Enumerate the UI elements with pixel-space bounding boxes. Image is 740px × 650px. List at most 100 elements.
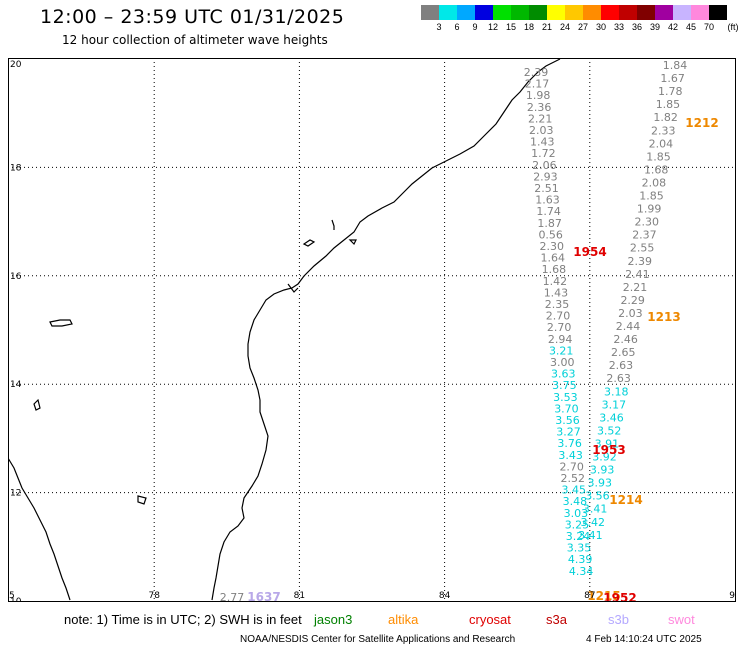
wave-height-value: 3.35	[567, 542, 592, 555]
wave-height-value: 3.75	[552, 379, 577, 392]
legend-label: 21	[541, 22, 552, 32]
wave-height-value: 1.64	[541, 252, 566, 265]
wave-height-value: 3.00	[550, 356, 575, 369]
wave-height-value: 2.94	[548, 333, 573, 346]
wave-height-value: 2.41	[625, 268, 650, 281]
lon-tick-label: 81	[294, 591, 305, 601]
wave-height-value: 2.39	[628, 255, 653, 268]
legend-swatch	[493, 5, 511, 20]
legend-label: 6	[454, 22, 460, 32]
wave-height-value: 1.43	[530, 136, 555, 149]
timestamp: 4 Feb 14:10:24 UTC 2025	[586, 634, 702, 645]
wave-height-value: 1.87	[537, 217, 562, 230]
island-c	[49, 319, 73, 327]
legend-swatch	[655, 5, 673, 20]
lon-tick-label: 78	[148, 591, 160, 601]
wave-height-value: 3.41	[578, 529, 603, 542]
wave-height-value: 3.17	[602, 398, 627, 411]
wave-height-value: 3.45	[562, 484, 587, 497]
legend-label: 3	[436, 22, 442, 32]
wave-height-value: 1.43	[544, 286, 569, 299]
legend-swatch	[619, 5, 637, 20]
legend-label: 24	[559, 22, 570, 32]
wave-height-value: 1.63	[535, 194, 560, 207]
wave-height-value: 2.03	[529, 124, 554, 137]
wave-height-value: 2.21	[528, 112, 553, 125]
legend-swatch	[673, 5, 691, 20]
wave-height-value: 2.30	[540, 240, 565, 253]
island-e	[137, 495, 147, 505]
wave-height-value: 1.42	[543, 275, 568, 288]
wave-height-value: 3.76	[557, 437, 582, 450]
wave-height-value: 2.44	[616, 320, 641, 333]
page-subtitle: 12 hour collection of altimeter wave hei…	[62, 33, 328, 47]
wave-height-value: 4.34	[569, 565, 594, 578]
legend-swatch	[529, 5, 547, 20]
legend-swatch	[457, 5, 475, 20]
island-b	[348, 239, 357, 246]
legend-label: 18	[523, 22, 534, 32]
wave-height-value: 3.93	[588, 477, 613, 490]
wave-height-value: 2.04	[649, 137, 674, 150]
satellite-s3b: s3b	[608, 612, 629, 627]
wave-height-value: 2.63	[609, 359, 634, 372]
legend-label: 45	[685, 22, 696, 32]
wave-height-value: 1.68	[644, 163, 669, 176]
legend-label: 39	[649, 22, 660, 32]
wave-height-value: 3.48	[563, 495, 588, 508]
lat-tick-label: 16	[10, 272, 22, 282]
pass-time-label: 1213	[647, 310, 680, 324]
credit-text: NOAA/NESDIS Center for Satellite Applica…	[240, 634, 516, 645]
wave-height-value: 1.85	[646, 150, 671, 163]
wave-height-labels: 2.392.171.982.362.212.031.431.722.062.93…	[220, 59, 719, 605]
wave-height-value: 3.25	[565, 518, 590, 531]
footer-note: note: 1) Time is in UTC; 2) SWH is in fe…	[0, 612, 740, 630]
wave-height-value: 3.91	[595, 437, 620, 450]
island-f	[287, 283, 299, 293]
wave-height-value: 1.67	[660, 72, 685, 85]
note-text: note: 1) Time is in UTC; 2) SWH is in fe…	[64, 612, 302, 627]
wave-height-value: 3.18	[604, 385, 629, 398]
lon-tick-label: 75	[8, 591, 15, 601]
wave-height-value: 2.93	[533, 170, 558, 183]
wave-height-value: 1.74	[536, 205, 561, 218]
wave-height-value: 3.53	[553, 391, 578, 404]
wave-height-value: 1.68	[542, 263, 567, 276]
wave-height-value: 2.17	[525, 78, 550, 91]
satellite-cryosat: cryosat	[469, 612, 511, 627]
legend-label: 33	[613, 22, 624, 32]
pass-time-label: 1214	[609, 493, 642, 507]
wave-height-value: 2.55	[630, 242, 655, 255]
wave-height-value: 3.03	[564, 507, 589, 520]
lat-tick-label: 12	[10, 489, 21, 499]
map-panel[interactable]: 2.39 2.17 1.98 2.36 2.21 2.03 1.43 1.72 2.06 2.93…	[3, 58, 740, 607]
legend-swatch	[637, 5, 655, 20]
legend-label: 42	[667, 22, 678, 32]
wave-height-value: 3.70	[554, 402, 579, 415]
lat-tick-label: 18	[10, 163, 22, 173]
wave-height-value: 3.43	[558, 449, 583, 462]
wave-height-value: 3.42	[581, 516, 606, 529]
wave-height-value: 2.70	[559, 460, 584, 473]
map-frame	[8, 58, 736, 602]
wave-height-value: 3.41	[583, 503, 608, 516]
island-d	[33, 398, 41, 411]
wave-height-value: 1.72	[531, 147, 556, 160]
map-canvas[interactable]: 2.392.171.982.362.212.031.431.722.062.93…	[3, 58, 740, 607]
wave-height-value: 3.63	[551, 368, 576, 381]
wave-height-value: 3.46	[599, 411, 624, 424]
wave-height-value: 3.24	[566, 530, 591, 543]
island-north	[331, 219, 335, 230]
legend-swatch	[439, 5, 457, 20]
wave-height-value: 3.27	[556, 426, 581, 439]
wave-height-value: 2.46	[613, 333, 638, 346]
coastline-west	[7, 457, 71, 601]
legend-swatch	[601, 5, 619, 20]
wave-height-value: 1.99	[637, 203, 662, 216]
satellite-swot: swot	[668, 612, 695, 627]
lat-tick-label: 14	[10, 380, 22, 390]
wave-height-value: 1.84	[663, 59, 688, 72]
lon-tick-label: 84	[439, 591, 451, 601]
wave-height-value: 1.78	[658, 85, 683, 98]
island-a	[302, 239, 316, 247]
